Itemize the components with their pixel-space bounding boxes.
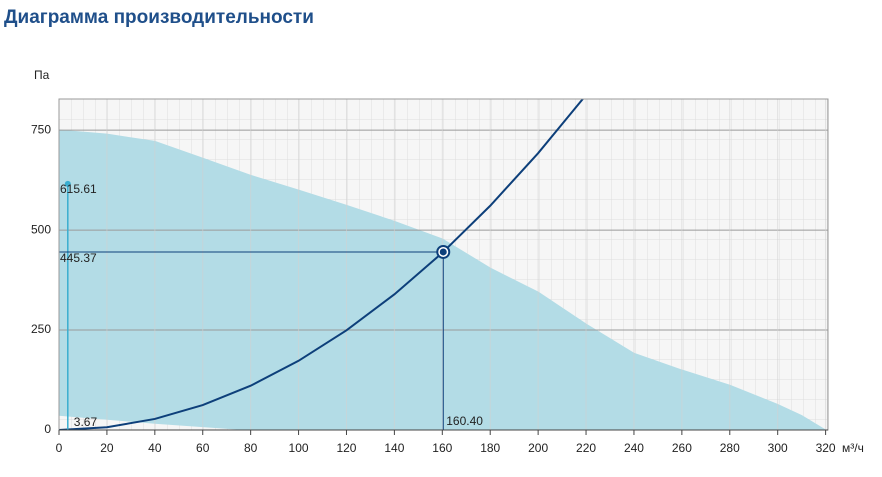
y-tick-label: 750 <box>31 122 51 136</box>
min-point-y-label: 615.61 <box>60 182 97 196</box>
x-tick-label: 0 <box>56 441 63 455</box>
y-tick-label: 500 <box>31 222 51 236</box>
y-tick-label: 0 <box>44 422 51 436</box>
x-tick-label: 320 <box>816 441 836 455</box>
operating-point-core <box>439 248 447 256</box>
operating-y-label: 445.37 <box>60 251 97 265</box>
y-tick-label: 250 <box>31 322 51 336</box>
x-tick-label: 140 <box>384 441 404 455</box>
x-tick-label: 60 <box>196 441 210 455</box>
x-tick-label: 80 <box>244 441 258 455</box>
x-axis-label: м³/ч <box>842 441 864 455</box>
x-tick-label: 160 <box>432 441 452 455</box>
min-point-x-label: 3.67 <box>74 415 98 429</box>
y-axis-label: Па <box>34 68 50 82</box>
system-curve <box>59 99 585 430</box>
x-tick-label: 100 <box>289 441 309 455</box>
plot-layer <box>59 99 828 430</box>
operating-x-label: 160.40 <box>446 414 483 428</box>
x-tick-label: 220 <box>576 441 596 455</box>
x-tick-label: 200 <box>528 441 548 455</box>
chart-title: Диаграмма производительности <box>4 7 314 28</box>
x-tick-label: 180 <box>480 441 500 455</box>
region-upper-edge <box>59 129 826 430</box>
x-tick-label: 240 <box>624 441 644 455</box>
x-tick-label: 120 <box>336 441 356 455</box>
x-tick-label: 280 <box>720 441 740 455</box>
x-tick-label: 260 <box>672 441 692 455</box>
x-tick-label: 40 <box>148 441 162 455</box>
x-tick-label: 300 <box>768 441 788 455</box>
x-tick-label: 20 <box>100 441 114 455</box>
min-point-marker <box>64 180 71 187</box>
